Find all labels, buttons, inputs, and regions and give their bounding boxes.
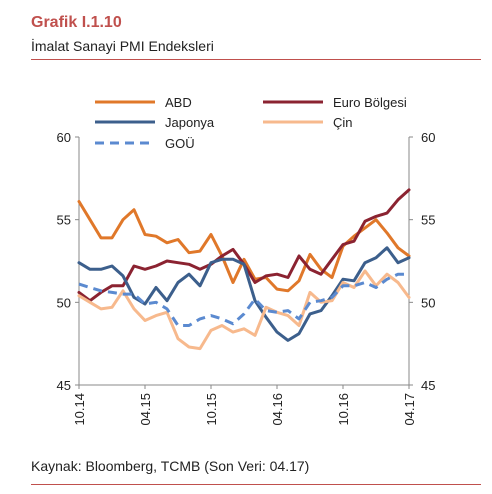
x-tick-label: 04.15 — [138, 393, 153, 426]
y-tick-label-left: 50 — [57, 295, 71, 310]
source-note: Kaynak: Bloomberg, TCMB (Son Veri: 04.17… — [31, 458, 310, 474]
x-tick-label: 10.14 — [72, 393, 87, 426]
legend-label-gou: GOÜ — [165, 136, 195, 151]
x-tick-label: 04.17 — [402, 393, 417, 426]
legend-label-euro: Euro Bölgesi — [333, 95, 407, 110]
y-tick-label-left: 45 — [57, 378, 71, 393]
y-tick-label-right: 45 — [421, 378, 435, 393]
x-tick-label: 10.16 — [336, 393, 351, 426]
series-line-japonya — [77, 246, 411, 342]
chart-axes: 45 45 50 50 55 55 60 60 10.14 04.15 10.15 04.16 10.1… — [57, 130, 436, 426]
legend-label-cin: Çin — [333, 115, 353, 130]
y-tick-label-left: 60 — [57, 130, 71, 145]
legend-label-abd: ABD — [165, 95, 192, 110]
chart-legend: ABD Euro Bölgesi Japonya Çin GOÜ — [95, 95, 407, 151]
x-tick-label: 10.15 — [204, 393, 219, 426]
legend-label-japonya: Japonya — [165, 115, 215, 130]
chart-series — [77, 188, 411, 351]
y-tick-label-right: 50 — [421, 295, 435, 310]
x-tick-label: 04.16 — [270, 393, 285, 426]
series-line-gou — [78, 272, 409, 327]
series-line-cin — [77, 269, 411, 351]
y-tick-label-right: 55 — [421, 213, 435, 228]
y-tick-label-left: 55 — [57, 213, 71, 228]
title-rule — [31, 59, 481, 60]
chart-title: Grafik I.1.10 — [31, 14, 122, 31]
chart-subtitle: İmalat Sanayi PMI Endeksleri — [31, 38, 214, 54]
series-line-abd — [77, 200, 411, 293]
y-tick-label-right: 60 — [421, 130, 435, 145]
bottom-rule — [31, 484, 481, 485]
